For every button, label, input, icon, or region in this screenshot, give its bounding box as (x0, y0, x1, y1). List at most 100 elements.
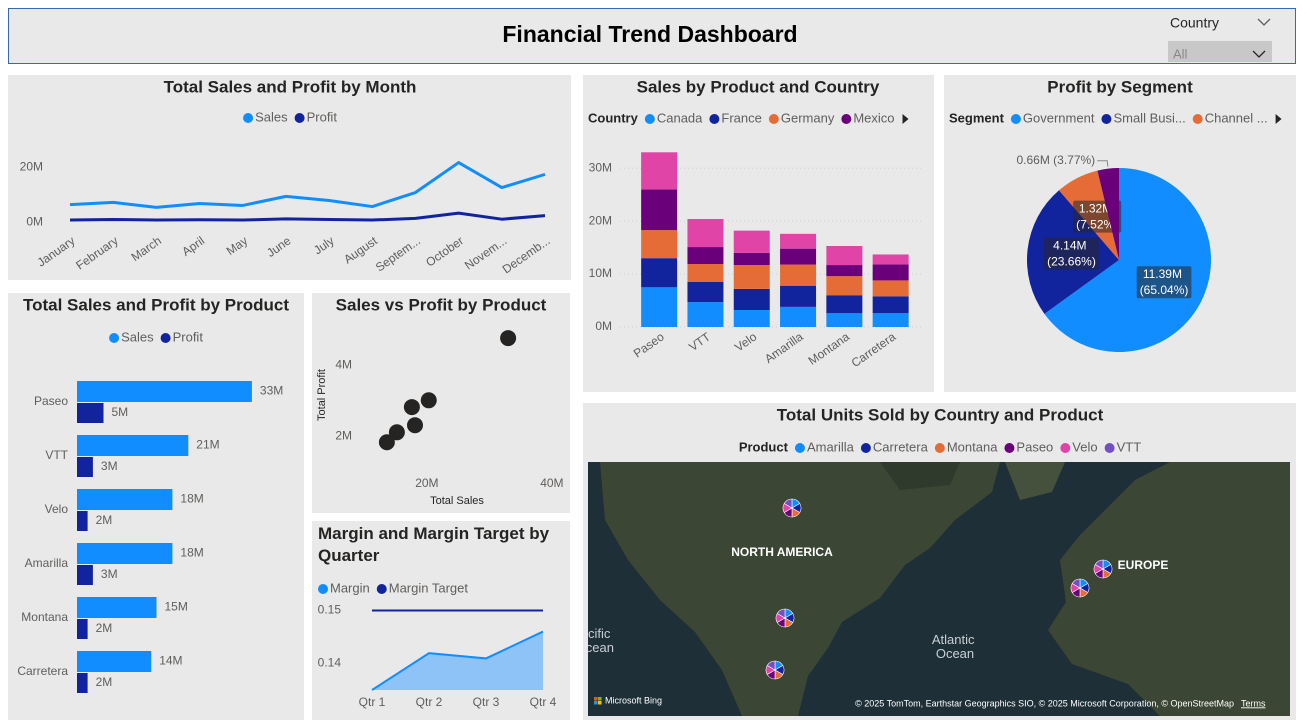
y-tick-label: 2M (335, 428, 352, 442)
y-tick-label: 20M (20, 160, 43, 174)
bar-segment (826, 246, 863, 266)
legend-label: Mexico (853, 110, 894, 125)
y-tick-label: 4M (335, 357, 352, 371)
y-tick-label: 0.14 (318, 655, 342, 669)
map-marker-slice (776, 608, 786, 619)
bar-segment (826, 295, 863, 314)
bar (77, 673, 88, 693)
bar-segment (826, 265, 863, 277)
pie-slice (1044, 168, 1212, 352)
logo-square (594, 701, 598, 705)
bar (77, 457, 93, 477)
data-label: 5M (112, 405, 129, 419)
legend-label: Channel ... (1205, 110, 1268, 125)
legend-marker (794, 443, 805, 453)
bar-segment (872, 264, 909, 281)
legend-marker (1101, 114, 1112, 124)
bar (77, 381, 252, 402)
bar-segment (733, 265, 770, 289)
bar (77, 435, 189, 456)
logo-square (594, 697, 598, 701)
map-land (880, 462, 960, 490)
dropdown-chevron[interactable] (1252, 50, 1266, 58)
line-series (69, 211, 546, 222)
bar-segment (687, 302, 724, 327)
x-tick-label: Qtr 2 (416, 695, 443, 709)
legend-label: Margin (330, 580, 370, 595)
bar-segment (872, 280, 909, 297)
bar (77, 597, 157, 618)
bar-segment (733, 288, 770, 311)
legend-arrow (1275, 114, 1282, 124)
x-tick-label: Qtr 3 (473, 695, 500, 709)
legend: Product Amarilla Carretera Montana Paseo Velo… (739, 439, 1141, 454)
bar-segment (641, 189, 678, 231)
y-tick-label: 0M (26, 215, 43, 229)
legend-label: Sales (255, 109, 288, 124)
y-tick-label: 20M (589, 213, 612, 227)
scatter-point (420, 392, 437, 409)
y-tick-label: 10M (589, 266, 612, 280)
legend-label: Profit (173, 329, 204, 344)
bar-segment (872, 254, 909, 265)
chart-title: Margin and Margin Target by Quarter (318, 524, 554, 565)
x-tick-label: 20M (415, 476, 438, 490)
bar-segment (687, 247, 724, 264)
chart-title: Sales by Product and Country (637, 77, 880, 96)
chart-title: Total Units Sold by Country and Product (777, 405, 1104, 424)
data-label: 11.39M (65.04%) (1140, 267, 1189, 297)
x-tick-label: 40M (540, 476, 563, 490)
slicer-chevron[interactable] (1257, 18, 1271, 26)
data-label: 18M (180, 492, 203, 506)
bar-segment (641, 230, 678, 259)
map-label: Atlantic Ocean (932, 632, 978, 661)
x-tick-label: Qtr 4 (530, 695, 557, 709)
scatter-point (388, 424, 405, 441)
legend-marker (1104, 443, 1115, 453)
area (372, 631, 543, 690)
y-tick-label: Velo (45, 502, 69, 516)
legend: Sales Profit (243, 109, 337, 124)
slicer-label[interactable]: Country (1170, 15, 1219, 31)
data-label: 4.14M (23.66%) (1047, 239, 1096, 269)
legend-marker (1010, 114, 1021, 124)
data-label: 18M (180, 546, 203, 560)
label-background (1136, 266, 1192, 299)
data-label: 33M (260, 384, 283, 398)
y-tick-label: Montana (21, 610, 68, 624)
y-tick-label: Paseo (34, 394, 68, 408)
bar-segment (780, 233, 817, 249)
y-tick-label: 0.15 (318, 603, 342, 617)
legend-title: Segment (949, 110, 1005, 125)
logo-square (598, 697, 602, 701)
label-background (1044, 237, 1099, 270)
slicer-value[interactable]: All (1173, 46, 1188, 61)
map-label: Pacific Ocean (572, 626, 614, 655)
map-marker-slice (1094, 559, 1104, 570)
legend-marker (294, 113, 305, 123)
bar-segment (872, 313, 909, 327)
scatter-point (407, 417, 423, 434)
map-marker-slice (766, 660, 776, 671)
bar (77, 565, 93, 585)
x-tick-label: Qtr 1 (359, 695, 386, 709)
legend: Country Canada France Germany Mexico (588, 110, 909, 125)
bar (77, 619, 88, 639)
map-land (600, 462, 1000, 716)
bar-segment (780, 306, 817, 327)
scatter-point (500, 330, 517, 347)
map-logo: Microsoft Bing (605, 695, 662, 705)
data-label: 3M (101, 459, 118, 473)
data-label: 0.66M (3.77%) (1016, 153, 1095, 167)
legend-label: Paseo (1016, 439, 1053, 454)
chart-title: Profit by Segment (1047, 77, 1193, 96)
legend-marker (709, 114, 720, 124)
legend-arrow (902, 114, 909, 124)
panel (312, 293, 570, 513)
map-label: EUROPE (1118, 558, 1169, 572)
slicer-dropdown[interactable] (1168, 41, 1272, 62)
y-tick-label: Carretera (17, 664, 68, 678)
map-terms[interactable]: Terms (1241, 698, 1266, 708)
